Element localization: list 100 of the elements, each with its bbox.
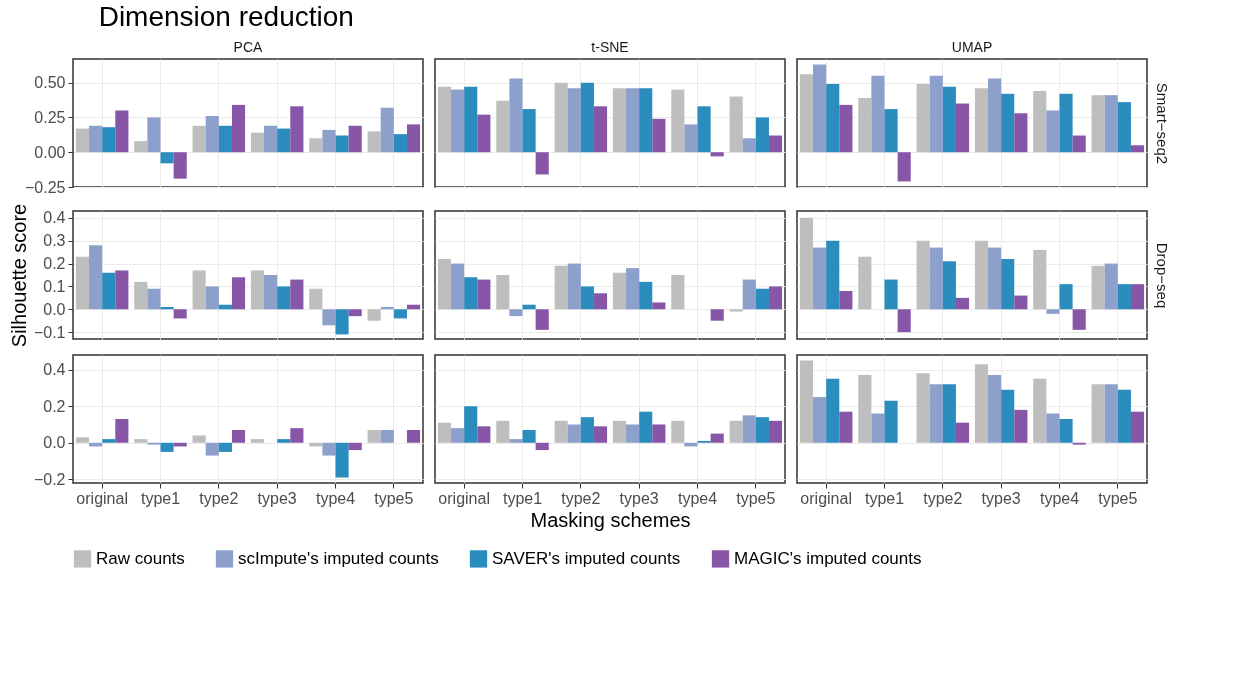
bar [1091,384,1105,443]
bar [639,281,653,310]
bar [697,106,711,153]
bar [580,286,594,310]
bar [826,240,840,310]
bar [916,84,930,153]
bar [464,277,478,310]
bar [671,275,685,310]
bar [858,256,872,310]
bar [231,104,246,153]
bar [160,442,174,452]
bar [437,422,452,443]
bar [710,433,724,443]
bar [652,118,666,153]
bar [393,309,407,319]
bar [1046,413,1060,443]
bar [567,424,581,443]
bar [250,132,265,153]
bar [626,88,640,153]
y2-axis-title: Smart−seq2 [1153,82,1171,165]
bar [277,128,291,153]
bar [755,417,769,443]
bar [974,240,989,310]
bar [1117,102,1131,153]
bar [367,131,381,153]
bar [290,106,304,153]
bar [451,89,465,153]
bar [626,424,640,443]
bar [612,272,627,310]
bar [813,247,827,310]
bar [884,400,898,443]
bar [813,64,827,153]
bar [884,109,898,153]
chart-subtitle: UMAP [951,39,993,55]
bar [768,135,783,153]
bar [755,117,769,153]
bar [264,125,278,153]
bar [115,270,129,310]
bar [1059,419,1073,443]
bar [437,259,452,310]
bar [406,429,421,443]
bar [89,125,103,153]
bar [348,125,362,153]
y-tick-label: 0.0 [43,300,66,318]
x-tick-label: type1 [140,489,181,507]
bar [367,429,381,443]
y-tick-label: 0.4 [43,361,66,379]
bar [729,309,743,312]
bar [1001,93,1015,153]
y-axis-title: Silhouette score [7,203,30,348]
x-tick-label: type4 [1039,489,1080,507]
bar [612,420,627,443]
bar [639,411,653,443]
y-tick-label: −0.25 [25,178,66,196]
bar [1072,309,1086,330]
bar [988,375,1002,443]
bar [1014,409,1028,443]
x-tick-label: original [76,489,128,507]
bar [1104,263,1118,310]
chart-subtitle: t-SNE [591,39,629,55]
bar [671,89,685,153]
bar [639,88,653,153]
y-tick-label: 0.3 [43,232,66,250]
bar [75,128,90,153]
bar [942,261,956,310]
x-tick-label: type4 [315,489,356,507]
bar [192,270,206,310]
bar [729,420,743,443]
bar [322,442,336,456]
bar [826,84,840,153]
bar [1117,284,1131,310]
bar [367,309,381,321]
bar [1059,284,1073,310]
bar [755,288,769,310]
bar [464,86,478,153]
bar [509,309,523,317]
bar [1091,95,1105,153]
bar [1091,265,1105,310]
legend-label: scImpute's imputed counts [238,548,439,568]
chart-subtitle: PCA [233,39,264,55]
bar [955,422,970,443]
bar [799,217,814,310]
bar [1130,145,1145,153]
bar [729,96,743,153]
bar [1046,110,1060,153]
x-tick-label: type1 [864,489,905,507]
bar [567,263,581,310]
bar [897,309,911,333]
bar [393,134,407,153]
bar [916,373,930,443]
bar [477,279,491,310]
bar [464,406,478,443]
x-tick-label: type2 [561,489,601,507]
bar [839,104,853,153]
bar [580,82,594,153]
bar [335,442,349,478]
bar [509,78,523,153]
bar [652,424,666,443]
bar [535,152,549,175]
bar [1014,113,1028,153]
